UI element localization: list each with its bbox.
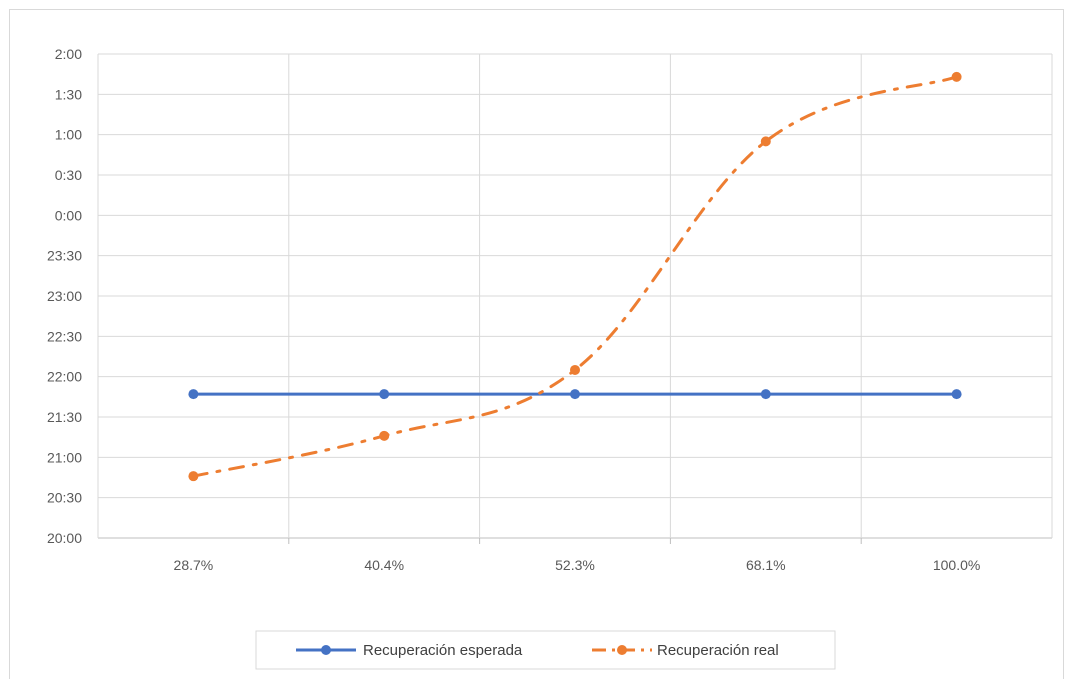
x-tick-label: 100.0% [933,557,980,573]
legend-item-expected: Recuperación esperada [296,642,523,659]
data-point-expected [760,389,771,400]
legend-label-expected: Recuperación esperada [363,642,523,659]
x-tick-label: 68.1% [746,557,786,573]
series-layer [188,71,962,482]
y-tick-label: 20:30 [47,490,82,506]
data-point-real [188,471,199,482]
data-point-real [760,136,771,147]
gridlines [97,53,1053,544]
y-tick-label: 2:00 [55,46,82,62]
y-tick-label: 21:00 [47,449,82,465]
data-point-expected [951,389,962,400]
data-point-real [379,430,390,441]
x-axis-tick-labels: 28.7% 40.4% 52.3% 68.1% 100.0% [174,557,981,573]
chart-frame [9,9,1064,679]
series-expected [188,389,962,400]
data-point-real [570,364,580,375]
x-tick-label: 28.7% [174,557,214,573]
y-axis-tick-labels: 20:00 20:30 21:00 21:30 22:00 22:30 23:00 23:30… [47,46,82,546]
data-point-real [951,71,962,82]
legend: Recuperación esperada Recuperación real [255,630,836,670]
data-point-expected [188,389,199,400]
y-tick-label: 23:30 [47,248,82,264]
x-tick-label: 52.3% [555,557,595,573]
y-tick-label: 21:30 [47,409,82,425]
data-point-expected [379,389,390,400]
x-tick-label: 40.4% [364,557,404,573]
data-point-expected [570,389,580,400]
y-tick-label: 0:00 [55,207,82,223]
series-line-real [191,75,959,478]
y-tick-label: 23:00 [47,288,82,304]
y-tick-label: 0:30 [55,167,82,183]
legend-swatch-marker-expected [321,645,331,655]
y-tick-label: 1:00 [55,127,82,143]
legend-item-real: Recuperación real [592,642,779,659]
y-tick-label: 20:00 [47,530,82,546]
y-tick-label: 1:30 [55,86,82,102]
y-tick-label: 22:30 [47,328,82,344]
legend-swatch-marker-real [617,645,627,655]
y-tick-label: 22:00 [47,369,82,385]
legend-label-real: Recuperación real [657,642,779,659]
series-real [188,71,962,482]
